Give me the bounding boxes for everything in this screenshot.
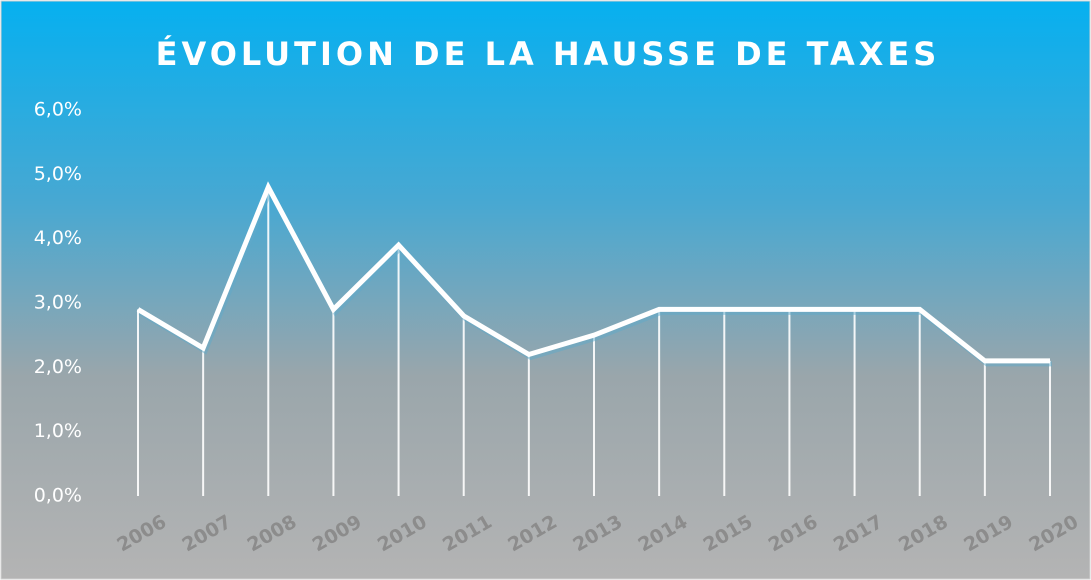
y-tick-label: 0,0% — [34, 485, 82, 507]
y-tick-label: 1,0% — [34, 420, 82, 442]
y-tick-label: 3,0% — [34, 292, 82, 314]
y-tick-label: 6,0% — [34, 99, 82, 121]
line — [136, 181, 1050, 364]
y-tick-label: 4,0% — [34, 227, 82, 249]
y-tick-label: 2,0% — [34, 356, 82, 378]
chart-title: ÉVOLUTION DE LA HAUSSE DE TAXES — [156, 35, 941, 73]
y-tick-label: 5,0% — [34, 163, 82, 185]
